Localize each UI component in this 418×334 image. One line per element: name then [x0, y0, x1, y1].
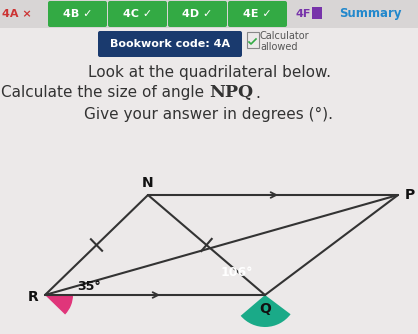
FancyBboxPatch shape — [168, 1, 227, 27]
FancyBboxPatch shape — [108, 1, 167, 27]
Text: NPQ: NPQ — [209, 85, 253, 102]
Text: 35°: 35° — [77, 281, 101, 294]
Wedge shape — [241, 295, 291, 327]
Text: 4C ✓: 4C ✓ — [123, 9, 152, 19]
FancyBboxPatch shape — [0, 0, 418, 28]
Text: 4B ✓: 4B ✓ — [63, 9, 92, 19]
Text: 4E ✓: 4E ✓ — [243, 9, 272, 19]
Text: Q: Q — [259, 302, 271, 316]
Text: N: N — [142, 176, 154, 190]
Text: .: . — [255, 86, 260, 101]
Text: Give your answer in degrees (°).: Give your answer in degrees (°). — [84, 107, 334, 122]
Text: 4A ×: 4A × — [2, 9, 32, 19]
Text: 4F: 4F — [295, 9, 311, 19]
Text: Calculator: Calculator — [260, 31, 310, 41]
Text: 4D ✓: 4D ✓ — [182, 9, 213, 19]
Text: R: R — [28, 290, 38, 304]
Text: 106°: 106° — [221, 267, 253, 280]
Text: Calculate the size of angle: Calculate the size of angle — [1, 86, 209, 101]
Text: allowed: allowed — [260, 42, 298, 52]
Text: P: P — [405, 188, 415, 202]
FancyBboxPatch shape — [48, 1, 107, 27]
Text: Look at the quadrilateral below.: Look at the quadrilateral below. — [87, 64, 331, 79]
Wedge shape — [45, 295, 73, 315]
FancyBboxPatch shape — [312, 7, 322, 19]
FancyBboxPatch shape — [98, 31, 242, 57]
Text: Summary: Summary — [339, 7, 401, 20]
FancyBboxPatch shape — [228, 1, 287, 27]
Text: Bookwork code: 4A: Bookwork code: 4A — [110, 39, 230, 49]
